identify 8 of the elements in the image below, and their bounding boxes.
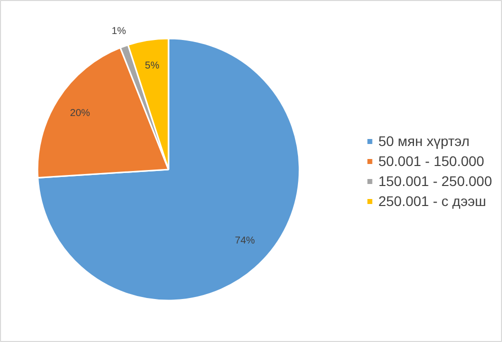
legend-label: 150.001 - 250.000 (378, 173, 492, 189)
data-label: 20% (70, 108, 90, 119)
legend-label: 50.001 - 150.000 (378, 153, 484, 169)
data-label: 5% (144, 60, 160, 72)
legend-label: 250.001 - с дээш (378, 193, 486, 209)
data-label: 74% (234, 236, 256, 247)
legend-label: 50 мян хүртэл (378, 133, 470, 149)
data-label: 1% (112, 26, 126, 37)
